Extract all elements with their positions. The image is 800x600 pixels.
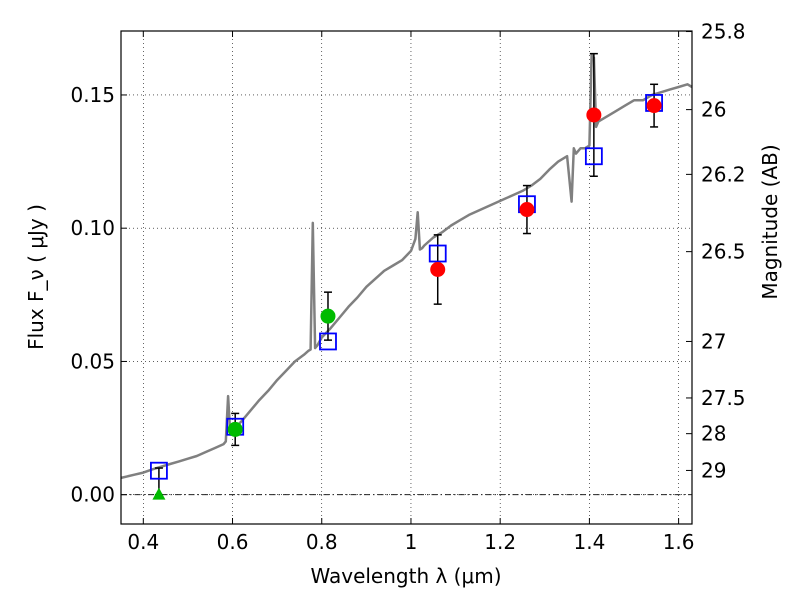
model-spectrum-line xyxy=(120,53,693,480)
nir-data-point xyxy=(430,262,446,278)
y-tick-label: 0.05 xyxy=(70,349,115,373)
plot-frame xyxy=(120,30,693,525)
x-axis-label: Wavelength λ (μm) xyxy=(310,564,501,588)
y2-tick-label: 26 xyxy=(701,98,726,122)
x-tick-label: 1 xyxy=(405,530,418,554)
x-tick-label: 1.6 xyxy=(663,530,695,554)
nir-data-point xyxy=(586,107,602,123)
marker-layer xyxy=(150,52,663,500)
model-photometry-square xyxy=(319,332,337,351)
y-tick-label: 0.00 xyxy=(70,483,115,507)
y2-tick-label: 25.8 xyxy=(701,20,746,44)
y2-tick-label: 26.5 xyxy=(701,240,746,264)
y2-tick-label: 27.5 xyxy=(701,386,746,410)
model-photometry-square xyxy=(428,244,447,263)
secondary-y-axis-label: Magnitude (AB) xyxy=(758,144,782,299)
y-tick-label: 0.10 xyxy=(70,216,115,240)
model-photometry-square xyxy=(584,147,603,166)
x-tick-label: 0.6 xyxy=(217,530,249,554)
x-tick-label: 1.4 xyxy=(573,530,605,554)
nir-data-point xyxy=(646,98,662,114)
grid xyxy=(121,31,692,524)
ticks: 0.4 0.6 0.8 1 1.2 1.4 1.6 0.00 0.05 0.10 0.15 25.8 2… xyxy=(70,20,745,554)
model-photometry-square xyxy=(150,461,168,480)
y2-tick-label: 28 xyxy=(701,422,726,446)
y2-tick-label: 26.2 xyxy=(701,162,746,186)
optical-data-point xyxy=(320,308,336,324)
y-axis-label: Flux F_ν ( μJy ) xyxy=(24,204,48,350)
y2-tick-label: 27 xyxy=(701,329,726,353)
x-tick-label: 1.2 xyxy=(484,530,516,554)
y-tick-label: 0.15 xyxy=(70,83,115,107)
optical-data-point xyxy=(227,421,243,437)
nir-data-point xyxy=(519,202,535,218)
upper-limit-triangle xyxy=(152,487,166,500)
spectrum-layer xyxy=(120,53,693,480)
y2-tick-label: 29 xyxy=(701,458,726,482)
x-tick-label: 0.8 xyxy=(306,530,338,554)
x-tick-label: 0.4 xyxy=(127,530,159,554)
